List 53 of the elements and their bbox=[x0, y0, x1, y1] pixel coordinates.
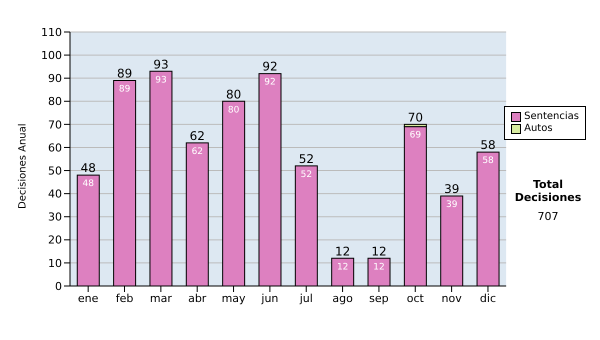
y-tick-label: 0 bbox=[55, 280, 62, 293]
y-axis-title: Decisiones Anual bbox=[18, 123, 29, 209]
total-label: 39 bbox=[444, 182, 460, 196]
data-label: 48 bbox=[82, 179, 94, 190]
x-tick-label: oct bbox=[406, 292, 424, 305]
legend-label: Autos bbox=[524, 123, 553, 135]
total-label: 52 bbox=[298, 152, 314, 166]
y-tick-label: 110 bbox=[41, 26, 62, 39]
total-label: 89 bbox=[116, 66, 132, 80]
text: 707 bbox=[536, 210, 560, 223]
data-label: 89 bbox=[118, 84, 131, 94]
x-tick-label: jun bbox=[260, 292, 278, 305]
legend-label: Sentencias bbox=[524, 111, 579, 123]
y-tick-label: 70 bbox=[48, 118, 62, 132]
total-label: 93 bbox=[153, 57, 169, 72]
data-label: 12 bbox=[336, 262, 348, 272]
text: Total Decisiones bbox=[514, 178, 582, 204]
y-tick-label: 10 bbox=[48, 256, 62, 270]
data-label: 92 bbox=[264, 78, 276, 88]
x-tick-label: mar bbox=[150, 292, 172, 305]
data-label: 58 bbox=[482, 156, 494, 166]
total-label: 48 bbox=[80, 161, 96, 176]
data-label: 69 bbox=[410, 130, 422, 141]
x-tick-label: feb bbox=[116, 292, 134, 305]
x-tick-label: dic bbox=[480, 292, 496, 305]
total-label: 92 bbox=[262, 60, 278, 74]
total-label: 12 bbox=[371, 244, 387, 258]
x-tick-label: abr bbox=[188, 292, 207, 305]
total-label: 12 bbox=[335, 244, 350, 258]
y-tick-label: 80 bbox=[48, 95, 62, 108]
x-tick-label: nov bbox=[442, 292, 462, 305]
total-label: 58 bbox=[480, 138, 496, 152]
x-tick-label: jul bbox=[298, 292, 313, 305]
data-label: 62 bbox=[192, 146, 204, 157]
total-label: 70 bbox=[408, 110, 424, 124]
total-label: 80 bbox=[226, 87, 242, 102]
data-label: 39 bbox=[446, 200, 458, 210]
x-tick-label: ago bbox=[332, 292, 354, 305]
y-tick-label: 100 bbox=[41, 48, 62, 62]
y-tick-label: 90 bbox=[48, 72, 62, 86]
x-tick-label: may bbox=[222, 292, 246, 305]
x-tick-label: ene bbox=[78, 292, 99, 305]
y-tick-label: 50 bbox=[48, 164, 62, 178]
total-label: 62 bbox=[190, 128, 205, 143]
x-tick-label: sep bbox=[369, 292, 389, 305]
data-label: 93 bbox=[155, 75, 167, 86]
y-tick-label: 40 bbox=[48, 188, 62, 201]
data-label: 80 bbox=[228, 105, 240, 116]
y-tick-label: 60 bbox=[48, 141, 62, 154]
data-label: 12 bbox=[373, 262, 385, 272]
y-tick-label: 20 bbox=[48, 234, 62, 247]
y-tick-label: 30 bbox=[48, 210, 62, 224]
data-label: 52 bbox=[300, 170, 312, 180]
